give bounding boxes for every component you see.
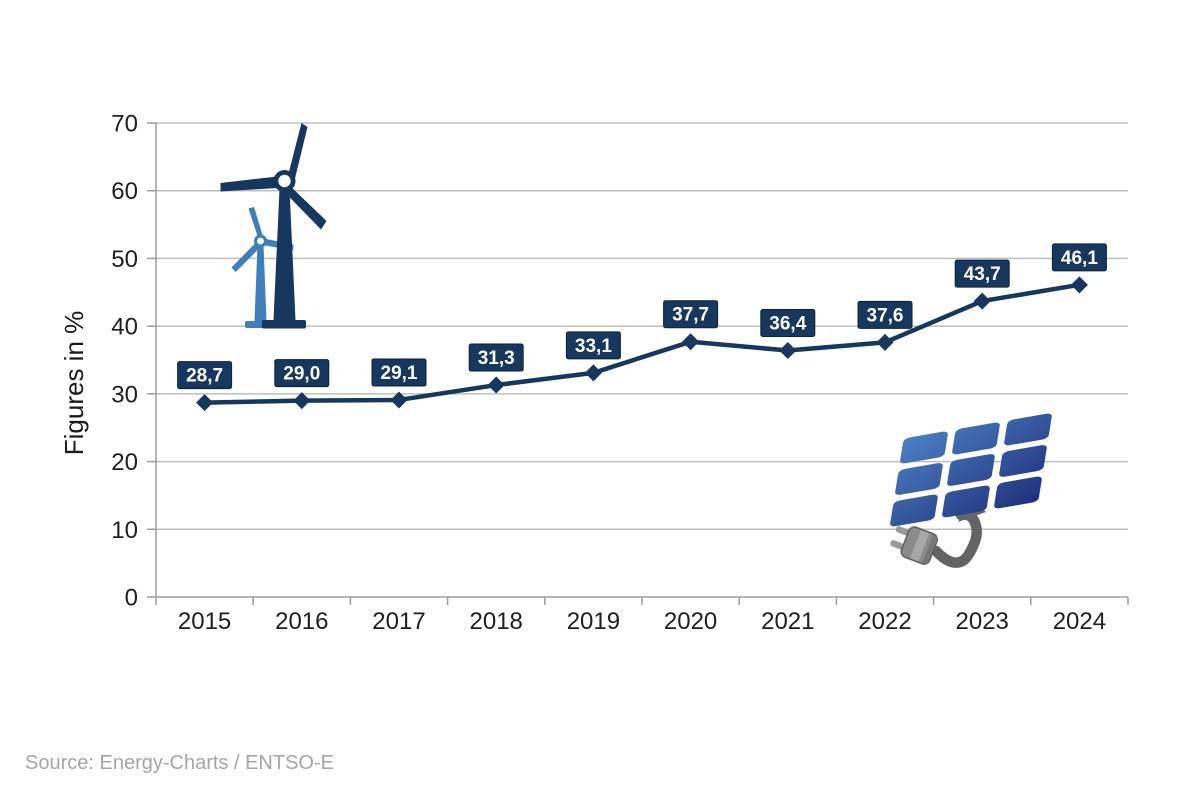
data-point-label: 33,1: [575, 336, 612, 357]
y-tick-label: 0: [125, 585, 138, 612]
x-tick-label: 2016: [275, 608, 328, 635]
y-tick-label: 10: [111, 517, 138, 544]
data-point-marker: [973, 292, 991, 310]
data-point-marker: [779, 342, 797, 360]
data-point-label-box: [565, 331, 621, 360]
data-point-marker: [487, 376, 505, 394]
data-point-marker: [196, 394, 214, 412]
data-point-label-box: [177, 361, 233, 390]
data-point-marker: [293, 392, 311, 410]
data-point-label-box: [760, 309, 816, 338]
data-point-label-box: [468, 343, 524, 372]
data-point-label-box: [371, 358, 427, 387]
x-tick-label: 2018: [470, 608, 523, 635]
data-point-label-box: [1051, 243, 1107, 272]
data-point-label: 28,7: [186, 366, 223, 387]
data-series: [196, 276, 1088, 412]
plot-axes: 0 10 20 30 40 50 60 70 2015 2016 2017 2018 2019 2020 2…: [111, 111, 1129, 635]
y-axis-title: Figures in %: [59, 310, 89, 456]
data-point-label: 29,1: [381, 363, 418, 384]
data-series-line: [202, 282, 1082, 405]
x-tick-label: 2015: [178, 608, 231, 635]
data-point-label: 46,1: [1061, 248, 1098, 269]
data-point-label-box: [274, 359, 330, 388]
data-point-marker: [682, 333, 700, 351]
data-point-label: 31,3: [478, 348, 515, 369]
source-caption: Source: Energy-Charts / ENTSO-E: [25, 752, 334, 774]
data-point-label: 37,6: [867, 305, 904, 326]
x-tick-label: 2017: [372, 608, 425, 635]
x-tick-label: 2019: [567, 608, 620, 635]
y-tick-label: 30: [111, 381, 138, 408]
data-point-label-box: [663, 300, 719, 329]
x-tick-label: 2021: [761, 608, 814, 635]
data-point-marker: [390, 391, 408, 409]
x-tick-label: 2023: [956, 608, 1009, 635]
data-point-label: 29,0: [283, 364, 320, 385]
y-tick-label: 50: [111, 246, 138, 273]
y-tick-label: 40: [111, 314, 138, 341]
y-tick-label: 60: [111, 178, 138, 205]
data-point-marker: [1070, 276, 1088, 294]
plot-gridlines: [156, 122, 1128, 531]
data-point-label: 36,4: [769, 314, 806, 335]
x-tick-label: 2022: [858, 608, 911, 635]
data-point-marker: [876, 333, 894, 351]
data-labels: 28,7 29,0 29,1 31,3 33,1 37,7 36,4 37,6 43,7 46,1: [177, 243, 1107, 390]
solar-panel-plug-icon: [890, 413, 1052, 568]
wind-turbines-icon: [220, 123, 327, 329]
data-point-label: 37,7: [672, 305, 709, 326]
y-tick-label: 20: [111, 449, 138, 476]
x-tick-label: 2024: [1053, 608, 1106, 635]
data-point-label-box: [857, 300, 913, 329]
data-point-marker: [584, 364, 602, 382]
y-tick-label: 70: [111, 111, 138, 138]
x-tick-label: 2020: [664, 608, 717, 635]
data-point-label: 43,7: [964, 264, 1001, 285]
data-point-label-box: [954, 259, 1010, 288]
